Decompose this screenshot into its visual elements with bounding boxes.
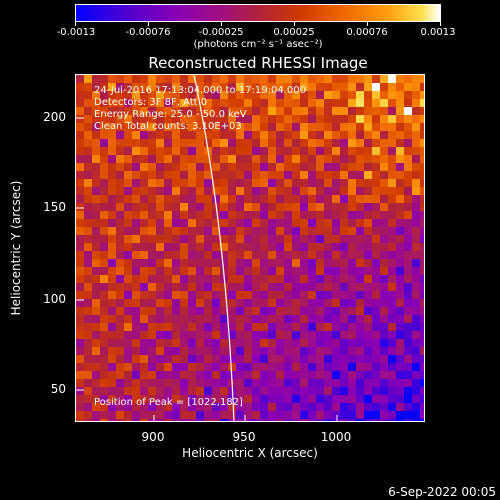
- colorbar-tick: [148, 22, 149, 26]
- heatmap-image: [76, 75, 424, 421]
- x-tick-label: 950: [232, 430, 256, 444]
- x-tick-label: 1000: [320, 430, 352, 444]
- info-line-counts: Clean Total counts: 3.10E+03: [94, 121, 242, 132]
- peak-position-label: Position of Peak = [1022,182]: [94, 397, 243, 408]
- x-tick-label: 900: [141, 430, 165, 444]
- colorbar-units-label: (photons cm⁻² s⁻¹ asec⁻²): [193, 39, 323, 50]
- colorbar: [75, 4, 441, 22]
- y-tick-label: 150: [43, 200, 66, 214]
- y-tick-label: 200: [43, 110, 66, 124]
- y-tick-label: 50: [50, 382, 66, 396]
- colorbar-tick-label: -0.00025: [198, 27, 244, 38]
- colorbar-tick-label: -0.00076: [125, 27, 171, 38]
- plot-title: Reconstructed RHESSI Image: [148, 54, 368, 72]
- colorbar-tick-label: 0.00025: [273, 27, 315, 38]
- info-line-energy: Energy Range: 25.0 - 50.0 keV: [94, 109, 247, 120]
- info-line-time: 24-Jul-2016 17:13:04.000 to 17:19:04.000: [94, 85, 306, 96]
- solar-limb-line: [193, 75, 235, 421]
- y-tick-label: 100: [43, 292, 66, 306]
- timestamp: 6-Sep-2022 00:05: [388, 485, 496, 499]
- colorbar-tick: [440, 22, 441, 26]
- info-line-detectors: Detectors: 3F 8F, Att 0: [94, 97, 208, 108]
- y-axis-label: Heliocentric Y (arcsec): [9, 180, 23, 316]
- colorbar-tick: [367, 22, 368, 26]
- colorbar-tick-label: 0.00076: [346, 27, 388, 38]
- colorbar-tick: [294, 22, 295, 26]
- image-plot-area[interactable]: 24-Jul-2016 17:13:04.000 to 17:19:04.000…: [75, 74, 425, 422]
- colorbar-tick-label: 0.0013: [420, 27, 456, 38]
- colorbar-tick-label: -0.0013: [56, 27, 96, 38]
- colorbar-tick: [221, 22, 222, 26]
- x-axis-label: Heliocentric X (arcsec): [182, 446, 318, 460]
- colorbar-tick: [75, 22, 76, 26]
